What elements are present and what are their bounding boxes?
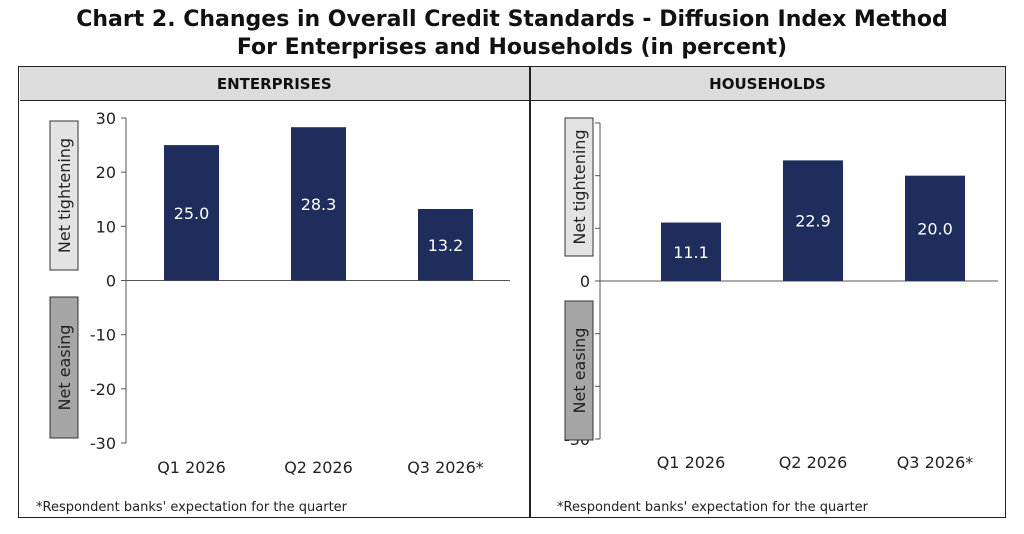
y-tick-label: 20 [96, 163, 116, 182]
households-header: HOUSEHOLDS [530, 67, 1005, 101]
chart-title-line-1: Chart 2. Changes in Overall Credit Stand… [76, 7, 948, 32]
net-easing-box [49, 296, 79, 439]
net-tightening-box [49, 120, 79, 271]
households-footnote: *Respondent banks' expectation for the q… [557, 500, 869, 515]
panel-divider [529, 66, 531, 518]
bar-value-label: 11.1 [673, 243, 709, 262]
bar-q1-2026 [164, 145, 219, 281]
y-tick-label: 0 [580, 272, 590, 291]
bar-value-label: 25.0 [174, 204, 210, 223]
chart-title-line-2: For Enterprises and Households (in perce… [236, 35, 788, 60]
net-easing-label: Net easing [55, 325, 74, 411]
y-tick-label: 0 [106, 272, 116, 291]
bar-value-label: 22.9 [795, 212, 831, 231]
bar-value-label: 13.2 [428, 236, 464, 255]
enterprises-footnote: *Respondent banks' expectation for the q… [36, 500, 348, 515]
x-tick-label: Q2 2026 [284, 458, 353, 477]
bar-q1-2026 [661, 222, 721, 281]
bar-value-label: 20.0 [917, 219, 953, 238]
x-tick-label: Q1 2026 [157, 458, 226, 477]
net-easing-label: Net easing [570, 328, 589, 414]
y-tick-label: -10 [90, 326, 116, 345]
x-tick-label: Q2 2026 [779, 453, 848, 472]
net-easing-box [564, 300, 594, 441]
chart-title: Chart 2. Changes in Overall Credit Stand… [0, 6, 1024, 62]
y-tick-label: 30 [96, 109, 116, 128]
x-tick-label: Q3 2026* [407, 458, 484, 477]
bar-q2-2026 [783, 160, 843, 281]
bar-q3-2026- [418, 209, 473, 281]
net-tightening-label: Net tightening [55, 138, 74, 253]
net-tightening-box [564, 117, 594, 257]
y-tick-label: -30 [90, 434, 116, 453]
y-tick-label: 10 [96, 217, 116, 236]
x-tick-label: Q3 2026* [897, 453, 974, 472]
bar-value-label: 28.3 [301, 195, 337, 214]
bar-q3-2026- [905, 175, 965, 281]
x-tick-label: Q1 2026 [657, 453, 726, 472]
net-tightening-label: Net tightening [570, 129, 589, 244]
enterprises-header: ENTERPRISES [19, 67, 529, 101]
bar-q2-2026 [291, 127, 346, 281]
y-tick-label: -20 [90, 380, 116, 399]
chart-frame [18, 66, 1006, 518]
